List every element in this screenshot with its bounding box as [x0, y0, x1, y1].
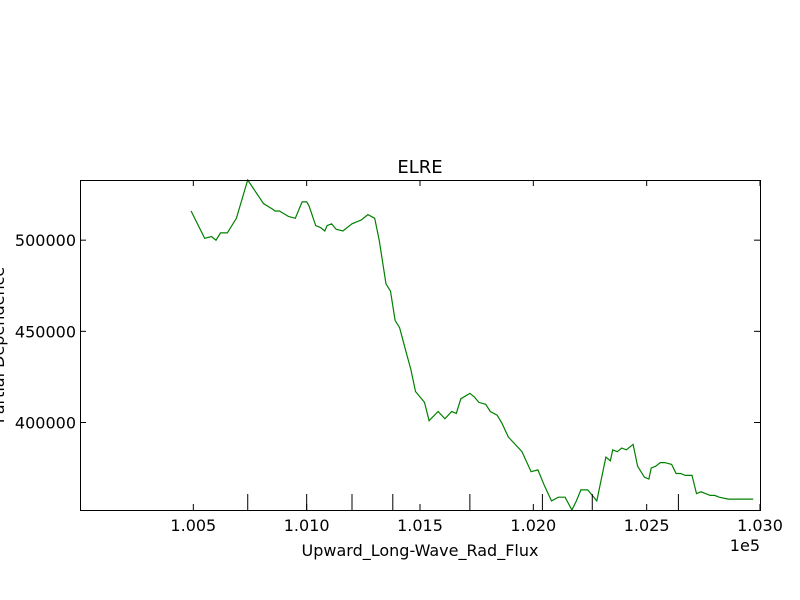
plot-frame: [80, 180, 761, 511]
y-tick-label: 450000: [15, 322, 76, 341]
y-tick-label: 400000: [15, 413, 76, 432]
chart-title: ELRE: [397, 157, 442, 178]
y-axis-label: Partial Dependence: [0, 267, 8, 423]
x-tick-label: 1.030: [737, 516, 783, 535]
series-line-0: [190, 178, 754, 512]
x-axis-label: Upward_Long-Wave_Rad_Flux: [302, 541, 539, 561]
axis-ticks: [80, 180, 761, 510]
x-tick-label: 1.010: [284, 516, 330, 535]
y-tick-label: 500000: [15, 231, 76, 250]
x-tick-label: 1.025: [624, 516, 670, 535]
x-tick-label: 1.015: [397, 516, 443, 535]
x-axis-offset-label: 1e5: [730, 536, 760, 555]
plot-area: [190, 178, 754, 512]
x-tick-label: 1.020: [510, 516, 556, 535]
x-tick-label: 1.005: [170, 516, 216, 535]
